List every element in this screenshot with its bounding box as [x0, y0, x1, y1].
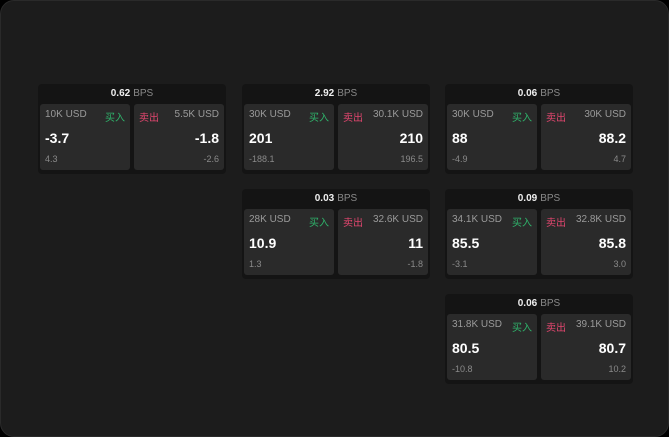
- spread-value: 0.62: [110, 88, 131, 99]
- sell-label: 卖出: [343, 218, 363, 229]
- sell-size: 32.6K USD: [372, 214, 423, 225]
- quote-widget: 2.92 BPS 30K USD 买入 201 -188.1 卖出 30.1K USD…: [242, 84, 430, 174]
- sell-panel[interactable]: 卖出 32.8K USD 85.8 3.0: [541, 209, 631, 275]
- spread-value: 0.03: [314, 193, 335, 204]
- sell-change: -2.6: [203, 154, 219, 164]
- buy-panel[interactable]: 28K USD 买入 10.9 1.3: [244, 209, 334, 275]
- buy-price: 88: [452, 130, 468, 146]
- sell-panel[interactable]: 卖出 30.1K USD 210 196.5: [338, 104, 428, 170]
- buy-label: 买入: [309, 218, 329, 229]
- spread-header: 2.92 BPS: [242, 84, 430, 104]
- sell-price: -1.8: [194, 130, 219, 146]
- buy-size: 34.1K USD: [452, 214, 503, 225]
- spread-value: 0.06: [517, 88, 538, 99]
- quote-widget: 0.09 BPS 34.1K USD 买入 85.5 -3.1 卖出 32.8K US…: [445, 189, 633, 279]
- sell-size: 30.1K USD: [372, 109, 423, 120]
- sell-price: 210: [399, 130, 423, 146]
- buy-change: -3.1: [452, 259, 468, 269]
- sell-change: 10.2: [608, 364, 626, 374]
- buy-price: 201: [249, 130, 273, 146]
- sell-size: 30K USD: [584, 109, 626, 120]
- buy-panel[interactable]: 30K USD 买入 88 -4.9: [447, 104, 537, 170]
- spread-unit: BPS: [337, 193, 358, 204]
- sell-price: 80.7: [598, 340, 626, 356]
- sell-size: 32.8K USD: [575, 214, 626, 225]
- sell-size: 5.5K USD: [174, 109, 219, 120]
- sell-price: 88.2: [598, 130, 626, 146]
- spread-header: 0.06 BPS: [445, 84, 633, 104]
- spread-header: 0.03 BPS: [242, 189, 430, 209]
- buy-size: 10K USD: [45, 109, 87, 120]
- buy-panel[interactable]: 31.8K USD 买入 80.5 -10.8: [447, 314, 537, 380]
- buy-price: 10.9: [249, 235, 277, 251]
- buy-label: 买入: [512, 218, 532, 229]
- sell-panel[interactable]: 卖出 5.5K USD -1.8 -2.6: [134, 104, 224, 170]
- spread-value: 0.09: [517, 193, 538, 204]
- buy-panel[interactable]: 10K USD 买入 -3.7 4.3: [40, 104, 130, 170]
- spread-header: 0.06 BPS: [445, 294, 633, 314]
- sell-label: 卖出: [546, 218, 566, 229]
- sell-label: 卖出: [546, 113, 566, 124]
- spread-header: 0.62 BPS: [38, 84, 226, 104]
- quote-widget: 0.03 BPS 28K USD 买入 10.9 1.3 卖出 32.6K USD 1…: [242, 189, 430, 279]
- spread-unit: BPS: [133, 88, 154, 99]
- buy-label: 买入: [105, 113, 125, 124]
- spread-value: 2.92: [314, 88, 335, 99]
- sell-label: 卖出: [139, 113, 159, 124]
- buy-change: 4.3: [45, 154, 58, 164]
- sell-size: 39.1K USD: [575, 319, 626, 330]
- spread-unit: BPS: [540, 88, 561, 99]
- buy-price: 85.5: [452, 235, 480, 251]
- sell-change: 196.5: [400, 154, 423, 164]
- spread-unit: BPS: [540, 298, 561, 309]
- buy-label: 买入: [309, 113, 329, 124]
- quote-widget: 0.06 BPS 31.8K USD 买入 80.5 -10.8 卖出 39.1K U…: [445, 294, 633, 384]
- buy-panel[interactable]: 30K USD 买入 201 -188.1: [244, 104, 334, 170]
- buy-size: 28K USD: [249, 214, 291, 225]
- buy-change: -188.1: [249, 154, 275, 164]
- buy-size: 31.8K USD: [452, 319, 503, 330]
- sell-price: 85.8: [598, 235, 626, 251]
- quote-widget: 0.06 BPS 30K USD 买入 88 -4.9 卖出 30K USD 88.2…: [445, 84, 633, 174]
- spread-header: 0.09 BPS: [445, 189, 633, 209]
- buy-price: 80.5: [452, 340, 480, 356]
- sell-label: 卖出: [343, 113, 363, 124]
- sell-label: 卖出: [546, 323, 566, 334]
- quote-widget: 0.62 BPS 10K USD 买入 -3.7 4.3 卖出 5.5K USD -1…: [38, 84, 226, 174]
- spread-unit: BPS: [337, 88, 358, 99]
- sell-panel[interactable]: 卖出 30K USD 88.2 4.7: [541, 104, 631, 170]
- buy-label: 买入: [512, 113, 532, 124]
- sell-change: -1.8: [407, 259, 423, 269]
- buy-size: 30K USD: [452, 109, 494, 120]
- buy-change: -4.9: [452, 154, 468, 164]
- sell-change: 3.0: [613, 259, 626, 269]
- spread-unit: BPS: [540, 193, 561, 204]
- buy-change: 1.3: [249, 259, 262, 269]
- buy-panel[interactable]: 34.1K USD 买入 85.5 -3.1: [447, 209, 537, 275]
- spread-value: 0.06: [517, 298, 538, 309]
- sell-panel[interactable]: 卖出 39.1K USD 80.7 10.2: [541, 314, 631, 380]
- sell-price: 11: [408, 235, 423, 251]
- buy-label: 买入: [512, 323, 532, 334]
- buy-price: -3.7: [45, 130, 70, 146]
- sell-change: 4.7: [613, 154, 626, 164]
- buy-change: -10.8: [452, 364, 473, 374]
- buy-size: 30K USD: [249, 109, 291, 120]
- sell-panel[interactable]: 卖出 32.6K USD 11 -1.8: [338, 209, 428, 275]
